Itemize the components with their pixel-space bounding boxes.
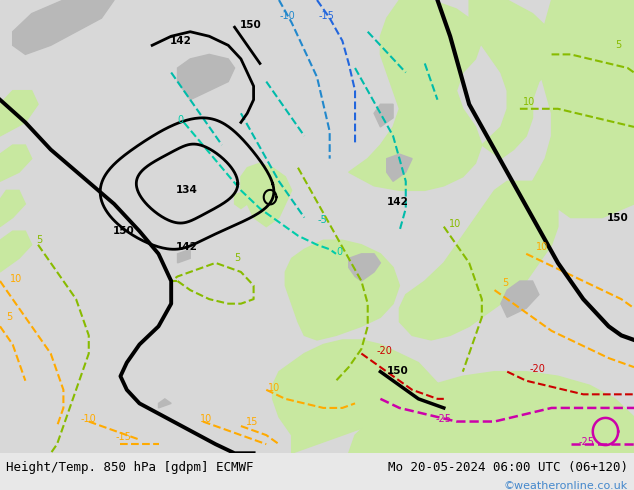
Text: -15: -15 — [318, 11, 335, 21]
Text: 142: 142 — [176, 242, 198, 252]
Text: 5: 5 — [615, 40, 621, 50]
Polygon shape — [349, 0, 482, 191]
Text: Mo 20-05-2024 06:00 UTC (06+120): Mo 20-05-2024 06:00 UTC (06+120) — [387, 461, 628, 474]
Polygon shape — [387, 154, 412, 181]
Polygon shape — [349, 371, 634, 453]
Text: -25: -25 — [578, 437, 595, 447]
Text: 150: 150 — [240, 20, 261, 30]
Polygon shape — [342, 281, 374, 326]
Polygon shape — [241, 163, 292, 226]
Text: 10: 10 — [268, 383, 281, 392]
Polygon shape — [178, 249, 190, 263]
Text: 150: 150 — [387, 366, 408, 376]
Polygon shape — [399, 181, 558, 340]
Text: 10: 10 — [536, 242, 548, 252]
Polygon shape — [0, 231, 32, 272]
Polygon shape — [374, 104, 393, 127]
Text: 150: 150 — [113, 226, 134, 236]
Polygon shape — [501, 281, 539, 318]
Text: -20: -20 — [377, 346, 393, 356]
Text: 134: 134 — [176, 185, 198, 196]
Text: -5: -5 — [317, 215, 327, 225]
Text: 5: 5 — [235, 253, 241, 263]
Polygon shape — [158, 399, 171, 408]
Polygon shape — [533, 0, 634, 218]
Polygon shape — [13, 0, 114, 54]
Text: 142: 142 — [170, 36, 191, 46]
Text: -15: -15 — [115, 432, 132, 442]
Text: 5: 5 — [6, 312, 12, 322]
Text: ©weatheronline.co.uk: ©weatheronline.co.uk — [503, 481, 628, 490]
Polygon shape — [285, 240, 399, 340]
Polygon shape — [0, 145, 32, 181]
Text: 15: 15 — [245, 416, 258, 426]
Polygon shape — [235, 191, 254, 209]
Text: 5: 5 — [502, 278, 508, 288]
Text: -10: -10 — [280, 11, 295, 21]
Polygon shape — [0, 91, 38, 136]
Polygon shape — [273, 340, 444, 453]
Polygon shape — [349, 254, 380, 281]
Polygon shape — [178, 54, 235, 99]
Text: 10: 10 — [523, 97, 536, 107]
Text: 142: 142 — [387, 196, 409, 207]
Text: 0: 0 — [178, 115, 184, 125]
Text: 10: 10 — [449, 220, 462, 229]
Text: 10: 10 — [200, 414, 212, 424]
Text: 5: 5 — [36, 235, 42, 245]
Text: -25: -25 — [436, 414, 452, 424]
Polygon shape — [0, 191, 25, 226]
Text: -20: -20 — [529, 365, 545, 374]
Text: -10: -10 — [81, 414, 96, 424]
Text: Height/Temp. 850 hPa [gdpm] ECMWF: Height/Temp. 850 hPa [gdpm] ECMWF — [6, 461, 254, 474]
Text: 150: 150 — [607, 213, 629, 222]
Text: 0: 0 — [336, 246, 342, 257]
Polygon shape — [469, 0, 558, 159]
Text: 10: 10 — [10, 274, 22, 284]
